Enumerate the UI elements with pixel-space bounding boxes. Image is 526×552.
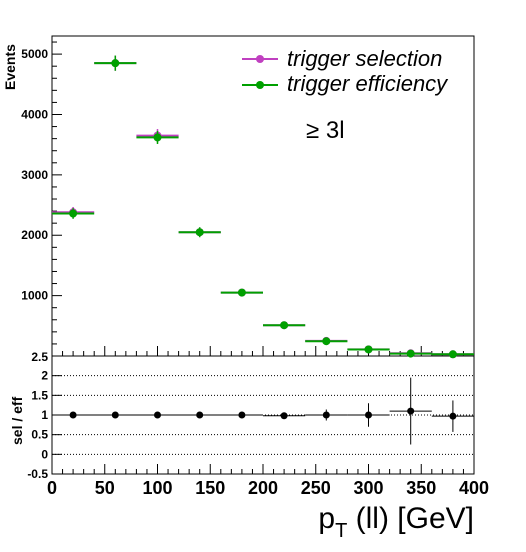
legend-label-selection: trigger selection: [287, 46, 442, 71]
ratio-point: [111, 411, 119, 419]
data-point-efficiency: [69, 209, 78, 218]
ratio-point: [449, 412, 457, 420]
ratio-y-axis: -0.5 0 0.5 1 1.5 2 2.5: [27, 350, 62, 481]
channel-annotation: ≥ 3l: [306, 117, 345, 144]
ratio-y-tick-label: 0.5: [31, 428, 48, 442]
x-axis: 0 50 100 150 200 250 300 350 400: [47, 346, 489, 498]
ratio-point: [407, 407, 415, 415]
data-point-efficiency: [280, 321, 289, 330]
ratio-point: [238, 411, 246, 419]
x-label-subscript: T: [335, 520, 347, 542]
upper-series-group: [52, 55, 474, 359]
x-tick-label: 350: [406, 478, 436, 498]
upper-y-tick-label: 5000: [21, 47, 48, 61]
data-point-efficiency: [364, 345, 373, 354]
ratio-point: [322, 411, 330, 419]
data-point-efficiency: [322, 337, 331, 346]
ratio-y-tick-label: 1: [41, 408, 48, 422]
upper-y-tick-label: 3000: [21, 168, 48, 182]
data-point-efficiency: [406, 349, 415, 358]
x-tick-label: 200: [248, 478, 278, 498]
ratio-point: [280, 412, 288, 420]
legend: trigger selection trigger efficiency: [242, 46, 449, 96]
ratio-point: [69, 411, 77, 419]
x-tick-label: 150: [195, 478, 225, 498]
ratio-y-tick-label: 2: [41, 369, 48, 383]
x-label-p: p: [318, 502, 335, 535]
x-tick-label: 250: [301, 478, 331, 498]
upper-y-tick-label: 4000: [21, 107, 48, 121]
legend-marker-efficiency: [256, 81, 264, 89]
legend-label-efficiency: trigger efficiency: [287, 71, 449, 96]
x-tick-label: 50: [95, 478, 115, 498]
ratio-point: [154, 411, 161, 419]
x-label-rest: (ll) [GeV]: [347, 502, 474, 535]
data-point-efficiency: [237, 288, 246, 297]
legend-marker-selection: [256, 55, 264, 63]
data-point-efficiency: [448, 350, 457, 359]
x-tick-label: 0: [47, 478, 57, 498]
x-axis-label: pT (ll) [GeV]: [318, 502, 474, 542]
upper-y-label: Events: [2, 44, 18, 90]
x-tick-label: 100: [142, 478, 172, 498]
x-tick-label: 400: [459, 478, 489, 498]
x-tick-label: 300: [353, 478, 383, 498]
ratio-series-group: [52, 377, 474, 445]
ratio-top-tick-label: 2.5: [31, 350, 48, 364]
ratio-y-tick-label: 0: [41, 447, 48, 461]
data-point-efficiency: [111, 59, 120, 68]
upper-y-tick-label: 1000: [21, 289, 48, 303]
ratio-point: [196, 411, 204, 419]
ratio-y-tick-label: 1.5: [31, 388, 48, 402]
ratio-y-tick-label: -0.5: [27, 467, 48, 481]
ratio-y-label: sel / eff: [9, 396, 25, 445]
data-point-efficiency: [153, 133, 162, 142]
ratio-point: [365, 411, 372, 419]
upper-y-tick-label: 2000: [21, 228, 48, 242]
upper-y-axis: 1000 2000 3000 4000 5000: [21, 41, 62, 345]
data-point-efficiency: [195, 228, 204, 237]
